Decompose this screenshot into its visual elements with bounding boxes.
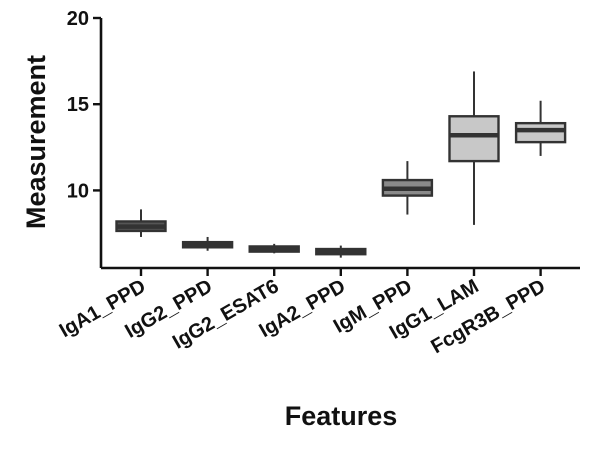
box-FcgR3B_PPD [514,100,567,156]
y-tick-label: 15 [67,94,89,116]
x-axis-title: Features [285,401,398,431]
box-IgG2_PPD [181,236,234,251]
box-IgA2_PPD [315,245,367,258]
y-axis-title: Measurement [21,55,51,229]
iqr-box [448,115,500,163]
x-tick-label: FcgR3B_PPD [427,275,549,358]
boxes-layer [115,71,567,258]
box-IgG1_LAM [448,71,500,225]
labels-layer: 101520IgA1_PPDIgG2_PPDIgG2_ESAT6IgA2_PPD… [56,8,549,358]
box-IgA1_PPD [115,209,167,237]
y-tick-label: 10 [67,180,89,202]
y-tick-label: 20 [67,8,89,30]
axes-layer [93,16,580,276]
box-IgM_PPD [381,161,434,215]
box-IgG2_ESAT6 [248,243,300,254]
iqr-box [514,121,567,144]
